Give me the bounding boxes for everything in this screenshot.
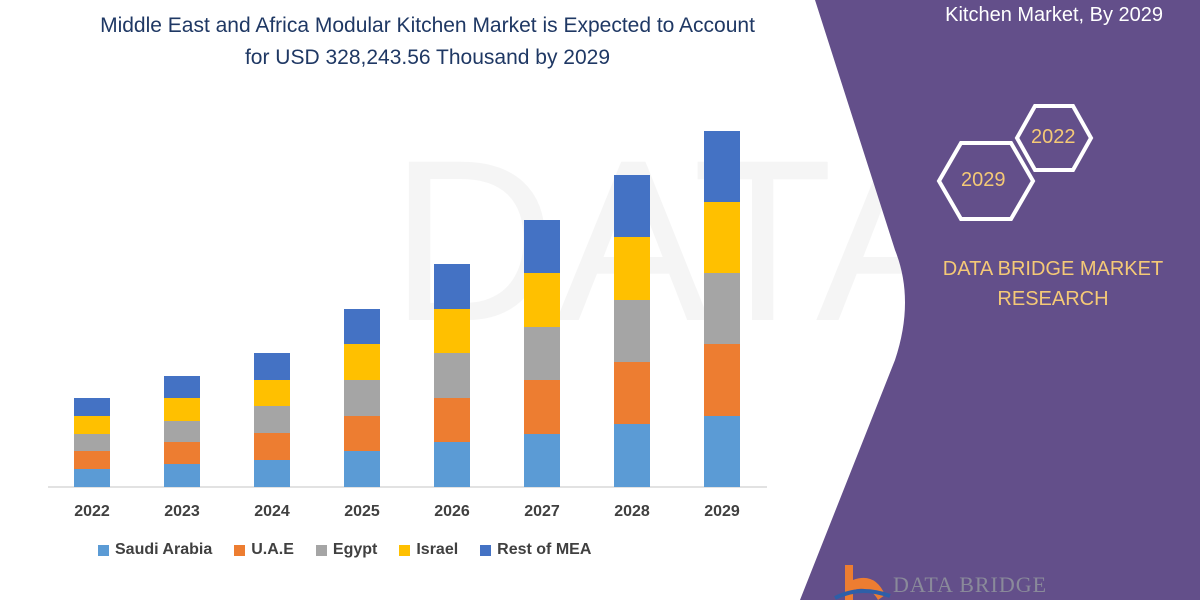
bar-2028-u-a-e: [614, 362, 650, 424]
x-tick-label: 2022: [74, 503, 110, 520]
bar-2029-rest-of-mea: [704, 131, 740, 202]
legend-item: Saudi Arabia: [98, 541, 212, 559]
logo-text: DATA BRIDGE: [893, 572, 1048, 597]
legend-item: Egypt: [315, 541, 378, 559]
bar-2027-rest-of-mea: [524, 220, 560, 273]
bar-2028-egypt: [614, 300, 650, 362]
bar-2023-rest-of-mea: [164, 376, 200, 398]
x-tick-label: 2023: [164, 503, 200, 520]
title-line-2: for USD 328,243.56 Thousand by 2029: [244, 46, 611, 69]
legend-label: U.A.E: [251, 541, 294, 558]
x-tick-label: 2026: [434, 503, 470, 520]
bar-2024-egypt: [254, 406, 290, 433]
bar-2025-israel: [344, 344, 380, 380]
bar-2023-saudi-arabia: [164, 464, 200, 487]
right-panel-shape: [800, 0, 1200, 600]
bar-2023-israel: [164, 398, 200, 421]
bar-2022-saudi-arabia: [74, 469, 110, 487]
brand-text: DATA BRIDGE MARKET RESEARCH: [920, 254, 1186, 314]
bar-2029-israel: [704, 202, 740, 273]
bar-2027-israel: [524, 273, 560, 327]
hexagon-2022: [1014, 104, 1094, 172]
bar-2029-saudi-arabia: [704, 416, 740, 487]
legend-label: Saudi Arabia: [115, 541, 213, 558]
legend-label: Egypt: [332, 541, 378, 558]
legend-item: Rest of MEA: [480, 541, 591, 559]
bar-2024-saudi-arabia: [254, 460, 290, 487]
x-tick-label: 2024: [254, 503, 290, 520]
legend-label: Rest of MEA: [497, 541, 592, 558]
brand-line-2: RESEARCH: [997, 288, 1109, 310]
bar-2026-saudi-arabia: [434, 442, 470, 487]
bar-2024-u-a-e: [254, 433, 290, 460]
legend-item: Israel: [399, 541, 458, 559]
bar-2022-rest-of-mea: [74, 398, 110, 416]
x-tick-label: 2027: [524, 503, 560, 520]
bar-2022-israel: [74, 416, 110, 434]
x-tick-label: 2028: [614, 503, 650, 520]
bar-2024-israel: [254, 380, 290, 406]
bar-2028-rest-of-mea: [614, 175, 650, 237]
bar-2027-egypt: [524, 327, 560, 380]
right-panel-title: Kitchen Market, By 2029: [945, 4, 1163, 26]
bar-2025-egypt: [344, 380, 380, 416]
legend: Saudi Arabia U.A.E Egypt Israel Rest of MEA: [98, 541, 591, 559]
bar-2022-u-a-e: [74, 451, 110, 469]
legend-swatch: [315, 544, 327, 556]
bar-2027-u-a-e: [524, 380, 560, 434]
bar-2025-u-a-e: [344, 416, 380, 451]
bar-2028-saudi-arabia: [614, 424, 650, 487]
legend-label: Israel: [416, 541, 459, 558]
bar-2024-rest-of-mea: [254, 353, 290, 380]
legend-swatch: [480, 544, 492, 556]
bar-2023-egypt: [164, 421, 200, 442]
chart-title: Middle East and Africa Modular Kitchen M…: [40, 10, 815, 74]
x-tick-label: 2029: [704, 503, 740, 520]
bar-2026-egypt: [434, 353, 470, 398]
hex-label-2022: 2022: [1031, 126, 1076, 148]
bar-2027-saudi-arabia: [524, 434, 560, 487]
bar-2022-egypt: [74, 434, 110, 451]
bar-2023-u-a-e: [164, 442, 200, 464]
brand-line-1: DATA BRIDGE MARKET: [942, 258, 1164, 280]
bar-2029-u-a-e: [704, 344, 740, 416]
legend-swatch: [399, 544, 411, 556]
bar-2029-egypt: [704, 273, 740, 344]
legend-swatch: [234, 544, 246, 556]
bar-2026-rest-of-mea: [434, 264, 470, 309]
x-tick-label: 2025: [344, 503, 380, 520]
legend-item: U.A.E: [234, 541, 294, 559]
title-line-1: Middle East and Africa Modular Kitchen M…: [100, 14, 755, 37]
bar-2028-israel: [614, 237, 650, 300]
logo-icon: [834, 565, 891, 600]
hexagon-2029: [936, 141, 1036, 221]
bar-2025-rest-of-mea: [344, 309, 380, 344]
bar-2026-u-a-e: [434, 398, 470, 442]
bar-2025-saudi-arabia: [344, 451, 380, 487]
hex-label-2029: 2029: [961, 169, 1006, 191]
legend-swatch: [98, 544, 109, 556]
bar-2026-israel: [434, 309, 470, 353]
